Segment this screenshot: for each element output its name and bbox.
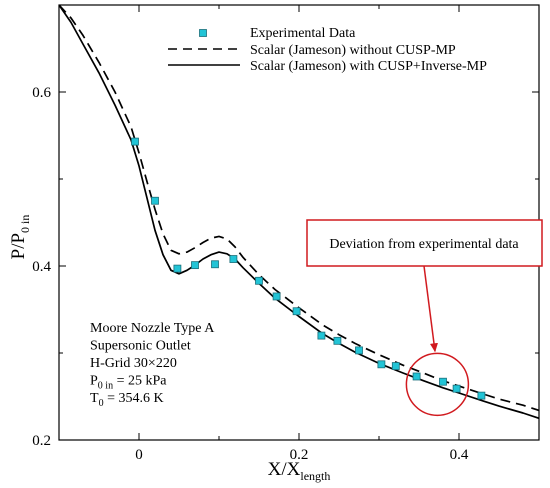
legend-marker-experimental bbox=[199, 29, 207, 37]
data-point bbox=[191, 261, 199, 270]
data-point bbox=[391, 362, 400, 370]
data-point bbox=[333, 336, 342, 345]
data-point bbox=[211, 260, 219, 269]
data-point bbox=[229, 255, 238, 263]
data-point bbox=[377, 360, 386, 369]
info-line: Moore Nozzle Type A bbox=[90, 321, 215, 336]
x-axis-label: X/Xlength bbox=[268, 459, 331, 483]
series-line-solid bbox=[59, 5, 539, 420]
data-point bbox=[255, 276, 263, 285]
data-point bbox=[272, 292, 281, 301]
data-point bbox=[151, 196, 159, 205]
legend-label-solid: Scalar (Jameson) with CUSP+Inverse-MP bbox=[250, 59, 487, 74]
tick-labels: 0 0.2 0.4 0.2 0.4 0.6 bbox=[32, 85, 469, 463]
deviation-annotation: Deviation from experimental data bbox=[306, 219, 543, 417]
legend: Experimental Data Scalar (Jameson) witho… bbox=[168, 26, 487, 74]
deviation-circle bbox=[405, 352, 470, 417]
data-point bbox=[317, 331, 326, 340]
plot-series bbox=[59, 5, 539, 420]
callout-text: Deviation from experimental data bbox=[329, 237, 519, 252]
data-point bbox=[452, 384, 461, 393]
x-tick-label: 0.4 bbox=[450, 447, 469, 463]
data-point bbox=[173, 264, 182, 273]
info-line: H-Grid 30×220 bbox=[90, 356, 177, 371]
data-point bbox=[439, 377, 447, 386]
info-box: Moore Nozzle Type A Supersonic Outlet H-Gr… bbox=[90, 321, 215, 409]
info-line: T0 = 354.6 K bbox=[90, 391, 164, 409]
data-point bbox=[477, 391, 486, 400]
data-point bbox=[412, 372, 421, 381]
data-point bbox=[355, 346, 363, 355]
info-line: Supersonic Outlet bbox=[90, 339, 191, 354]
x-tick-label: 0.2 bbox=[290, 447, 309, 463]
legend-label-experimental: Experimental Data bbox=[250, 26, 356, 41]
y-axis-label: P/P0 in bbox=[8, 215, 32, 260]
y-tick-label: 0.4 bbox=[32, 259, 51, 275]
info-line: P0 in = 25 kPa bbox=[90, 374, 167, 392]
y-tick-label: 0.2 bbox=[32, 433, 51, 449]
callout-box bbox=[306, 219, 543, 267]
x-tick-label: 0 bbox=[135, 447, 143, 463]
data-point bbox=[292, 307, 301, 316]
data-point bbox=[131, 137, 139, 146]
y-tick-label: 0.6 bbox=[32, 85, 51, 101]
deviation-arrow bbox=[423, 265, 438, 353]
legend-label-dashed: Scalar (Jameson) without CUSP-MP bbox=[250, 43, 456, 58]
